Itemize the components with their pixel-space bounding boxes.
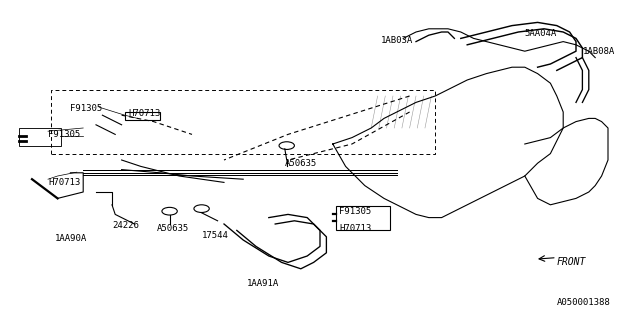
Bar [336,206,390,230]
Text: 17544: 17544 [202,231,228,240]
Text: A50635: A50635 [157,224,189,233]
Text: H70713: H70713 [48,178,80,187]
Text: F91305: F91305 [48,130,80,139]
Text: 1AA90A: 1AA90A [54,234,86,243]
Text: A050001388: A050001388 [557,298,611,307]
Text: 24226: 24226 [112,221,139,230]
Text: F91305: F91305 [70,104,102,113]
Text: 1AB03A: 1AB03A [381,36,413,44]
Text: H70713: H70713 [128,109,160,118]
Bar [125,112,160,120]
Text: FRONT: FRONT [557,257,586,268]
Bar [19,128,61,146]
Text: 1AA91A: 1AA91A [246,279,278,288]
Text: 1AB08A: 1AB08A [582,47,614,56]
Text: 5AA04A: 5AA04A [525,29,557,38]
Text: H70713: H70713 [339,224,371,233]
Text: A50635: A50635 [285,159,317,168]
Text: F91305: F91305 [339,207,371,216]
